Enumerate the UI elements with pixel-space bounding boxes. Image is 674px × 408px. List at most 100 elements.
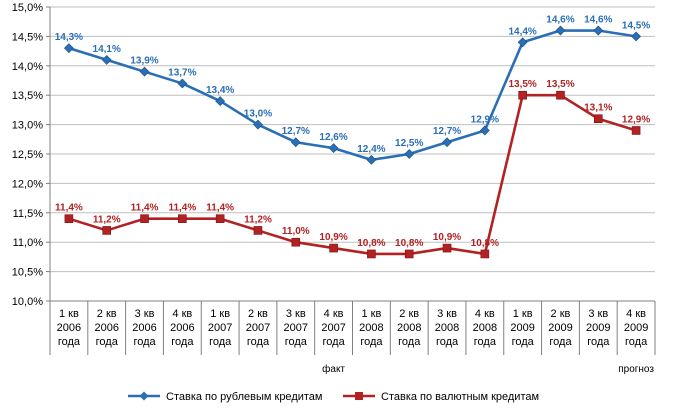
data-point xyxy=(178,214,187,223)
data-label: 14,4% xyxy=(508,26,536,37)
data-labels: 14,3% 14,1% 13,9% 13,7% 13,4% 13,0% 12,7% 12,6%… xyxy=(55,15,651,249)
data-label: 13,7% xyxy=(168,67,196,78)
data-label: 13,5% xyxy=(508,79,536,90)
series-line-0 xyxy=(68,29,637,162)
y-tick-label: 12,5% xyxy=(12,149,43,161)
data-point xyxy=(518,90,527,100)
x-tick-label: 1 кв 2006 года xyxy=(57,308,81,348)
x-tick-label: 2 кв 2008 года xyxy=(397,308,421,348)
data-label: 14,6% xyxy=(546,15,574,26)
data-point xyxy=(328,143,339,154)
data-label: 10,8% xyxy=(395,238,423,249)
data-label: 14,3% xyxy=(55,32,83,43)
x-tick-label: 4 кв 2008 года xyxy=(473,308,497,348)
x-tick-label: 1 кв 2008 года xyxy=(359,308,383,348)
x-tick-label: 3 кв 2007 года xyxy=(284,308,308,348)
x-tick-label: 1 кв 2007 года xyxy=(208,308,232,348)
data-label: 11,4% xyxy=(206,203,234,214)
category-groups: факт прогноз xyxy=(322,363,654,375)
data-point xyxy=(593,25,604,36)
data-point xyxy=(404,249,414,259)
data-label: 12,5% xyxy=(395,138,423,149)
data-point xyxy=(64,214,74,223)
data-label: 14,5% xyxy=(622,20,650,31)
data-point xyxy=(631,31,642,42)
data-label: 12,6% xyxy=(319,132,347,143)
data-point xyxy=(329,243,338,253)
data-label: 13,0% xyxy=(244,109,272,120)
y-tick-label: 15,0% xyxy=(12,2,43,14)
data-point xyxy=(517,37,528,48)
y-tick-label: 14,0% xyxy=(12,61,43,73)
data-point xyxy=(555,25,566,36)
y-tick-label: 13,5% xyxy=(12,90,43,102)
data-label: 13,4% xyxy=(206,85,234,96)
data-label: 13,5% xyxy=(546,79,574,90)
y-tick-label: 14,5% xyxy=(12,31,43,43)
data-point xyxy=(140,214,149,223)
legend-label: Ставка по валютным кредитам xyxy=(381,391,539,403)
data-point xyxy=(631,126,641,135)
data-point xyxy=(404,149,415,159)
x-tick-label: 3 кв 2009 года xyxy=(586,308,610,348)
legend: Ставка по рублевым кредитам Ставка по вал… xyxy=(128,391,539,403)
category-group-label: прогноз xyxy=(618,364,654,375)
data-point xyxy=(291,237,301,247)
legend-swatch-marker xyxy=(139,391,149,401)
data-label: 12,7% xyxy=(282,126,310,137)
data-label: 11,4% xyxy=(131,203,159,214)
data-point xyxy=(101,54,112,65)
data-point xyxy=(367,249,376,259)
y-tick-label: 10,0% xyxy=(12,296,43,308)
x-axis: 1 кв 2006 года 2 кв 2006 года 3 кв 2006 года 4 кв… xyxy=(49,300,656,355)
data-label: 12,9% xyxy=(622,114,650,125)
data-label: 12,9% xyxy=(471,114,499,125)
data-point xyxy=(139,66,150,77)
x-tick-label: 1 кв 2009 года xyxy=(510,308,534,348)
x-tick-label: 3 кв 2006 года xyxy=(132,308,156,348)
data-label: 13,1% xyxy=(584,103,612,114)
data-label: 11,0% xyxy=(282,226,310,237)
x-tick-label: 4 кв 2007 года xyxy=(321,308,345,348)
data-label: 10,8% xyxy=(471,238,499,249)
data-label: 11,4% xyxy=(55,203,83,214)
data-point xyxy=(479,125,490,136)
data-point xyxy=(63,43,74,54)
data-label: 11,2% xyxy=(244,214,272,225)
legend-label: Ставка по рублевым кредитам xyxy=(166,391,322,403)
data-point xyxy=(290,137,301,148)
x-tick-label: 2 кв 2006 года xyxy=(94,308,118,348)
x-tick-label: 3 кв 2008 года xyxy=(435,308,459,348)
y-tick-label: 11,5% xyxy=(13,208,44,220)
data-label: 10,9% xyxy=(319,232,347,243)
legend-swatch-marker xyxy=(355,392,363,400)
data-point xyxy=(177,78,188,89)
y-tick-label: 13,0% xyxy=(12,120,43,132)
data-point xyxy=(253,226,263,235)
y-tick-label: 11,0% xyxy=(13,237,44,249)
data-label: 13,9% xyxy=(130,56,158,67)
category-group-label: факт xyxy=(322,363,345,375)
data-point xyxy=(593,114,603,124)
data-label: 10,8% xyxy=(357,238,385,249)
data-point xyxy=(442,243,452,253)
y-tick-label: 12,0% xyxy=(12,178,43,190)
data-point xyxy=(556,90,565,100)
y-axis: 10,0% 10,5% 11,0% 11,5% 12,0% 12,5% 13,0% 13,5%… xyxy=(12,2,51,308)
series-line-1 xyxy=(68,93,637,256)
data-point xyxy=(442,137,452,148)
data-label: 14,1% xyxy=(93,44,121,55)
data-label: 12,7% xyxy=(433,126,461,137)
data-label: 10,9% xyxy=(433,232,461,243)
data-label: 11,2% xyxy=(93,214,121,225)
data-point xyxy=(253,119,263,130)
x-tick-label: 4 кв 2006 года xyxy=(170,308,194,348)
x-tick-label: 2 кв 2009 года xyxy=(548,308,572,348)
data-label: 11,4% xyxy=(168,203,196,214)
data-point xyxy=(215,96,226,107)
data-label: 12,4% xyxy=(357,144,385,155)
data-point xyxy=(215,214,225,223)
data-point xyxy=(102,226,112,235)
x-tick-label: 4 кв 2009 года xyxy=(624,308,648,348)
